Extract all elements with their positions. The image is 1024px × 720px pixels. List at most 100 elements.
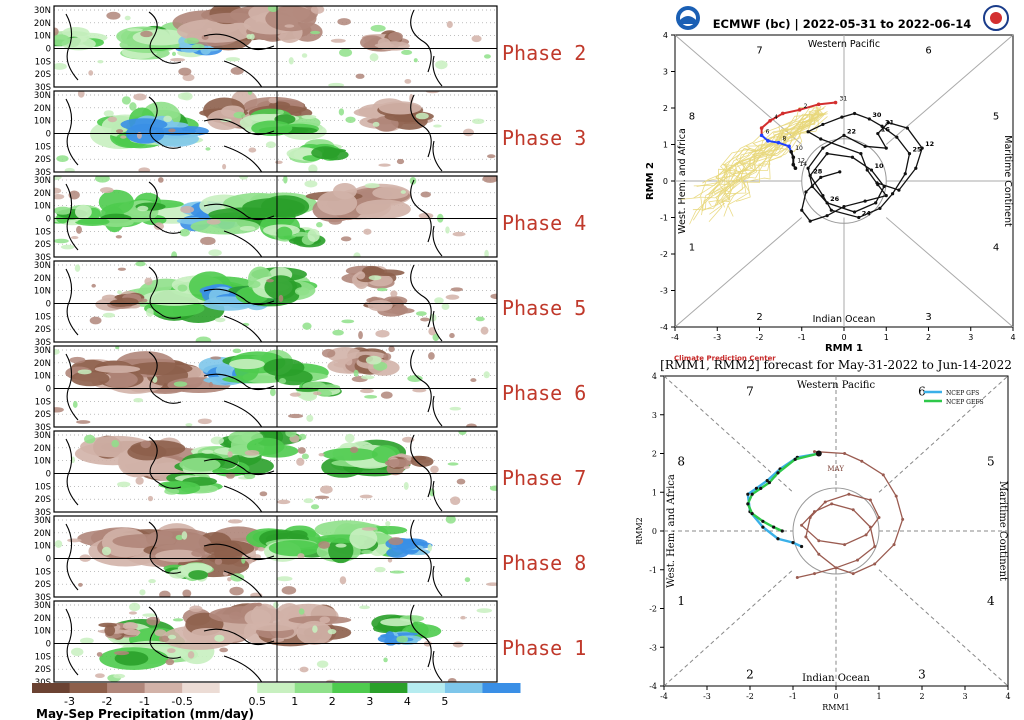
mjo-composite-maps: 30N 20N 10N 0 10S 20S 30S Phase 2 30N 20N 10N 0 10S 2… <box>32 5 586 720</box>
latitude-label: 30N <box>34 6 51 16</box>
latitude-label: 10S <box>35 652 51 662</box>
phase-divider <box>878 569 1009 687</box>
legend-label: NCEP GFS <box>946 390 979 397</box>
observed-day-label: 16 <box>881 126 891 134</box>
gfs-point <box>761 525 765 529</box>
observed-point <box>881 473 885 477</box>
forecast-mean-point <box>759 133 764 138</box>
region-label-right: Maritime Continent <box>997 481 1008 581</box>
gefs-point <box>759 486 763 490</box>
forecast-mean-segment <box>799 103 819 111</box>
y-tick-label: 4 <box>663 31 668 40</box>
observed-point <box>886 121 890 125</box>
observed-point <box>884 146 888 150</box>
gefs-point <box>776 471 780 475</box>
colorbar-tick-label: -1 <box>139 695 150 708</box>
phase-label: Phase 2 <box>502 41 586 65</box>
observed-point <box>840 115 844 119</box>
y-tick-label: -2 <box>649 605 657 614</box>
latitude-label: 30S <box>35 593 51 603</box>
gefs-point <box>746 502 750 506</box>
phase-number: 6 <box>925 46 931 57</box>
latitude-label: 20N <box>34 614 51 624</box>
month-label: MAY <box>827 465 844 473</box>
start-marker <box>815 450 822 457</box>
latitude-label: 20S <box>35 495 51 505</box>
observed-point <box>842 204 846 209</box>
observed-point <box>843 543 847 547</box>
legend: NCEP GFS NCEP GEFS <box>924 390 984 406</box>
phase-number: 5 <box>987 454 995 468</box>
gefs-point <box>767 480 771 485</box>
colorbar-segment <box>257 683 296 693</box>
y-axis-label: RMM 2 <box>645 162 656 200</box>
gefs-point <box>793 457 797 461</box>
region-label-bottom: Indian Ocean <box>802 673 870 684</box>
observed-point <box>914 166 918 170</box>
observed-point <box>800 208 804 212</box>
observed-point <box>869 168 874 172</box>
observed-point <box>907 152 912 156</box>
forecast-mean-point <box>787 144 791 149</box>
colorbar-segment <box>332 683 371 693</box>
observed-point <box>838 170 842 174</box>
phase-divider <box>674 217 803 328</box>
map-frame <box>53 90 498 173</box>
observed-point <box>851 508 855 512</box>
latitude-label: 20S <box>35 665 51 675</box>
observed-day-label: 31 <box>885 118 895 126</box>
observed-series-line <box>797 450 904 579</box>
colorbar-tick-label: 3 <box>366 695 373 708</box>
phase-number: 7 <box>756 46 762 57</box>
forecast-mean-point <box>791 162 796 167</box>
observed-point <box>829 208 833 212</box>
phase-label: Phase 3 <box>502 126 586 150</box>
observed-point <box>856 558 859 562</box>
latitude-label: 10S <box>35 227 51 237</box>
forecast-day-label: 6 <box>766 128 770 135</box>
latitude-label: 20S <box>35 325 51 335</box>
observed-point <box>860 459 864 463</box>
observed-point <box>876 131 880 136</box>
colorbar-segment <box>219 683 258 693</box>
map-frame <box>53 5 498 88</box>
forecast-mean-segment <box>782 108 800 115</box>
colorbar-segment <box>144 683 183 693</box>
nws-logo <box>983 5 1009 31</box>
precip-field <box>54 601 497 682</box>
observed-point <box>804 535 808 539</box>
observed-point <box>813 572 816 576</box>
observed-point <box>813 510 816 514</box>
phase-number: 8 <box>677 454 685 468</box>
gfs-point <box>765 479 769 483</box>
observed-point <box>806 166 810 170</box>
y-tick-label: -3 <box>660 287 668 296</box>
cpc-header: Climate Prediction Center <box>674 354 776 362</box>
ensemble-member-line <box>689 109 821 225</box>
map-frame <box>53 345 498 428</box>
observed-point <box>850 155 855 159</box>
x-tick-label: 0 <box>841 333 846 342</box>
ensemble-member-line <box>708 112 827 207</box>
observed-point <box>882 184 886 189</box>
map-panels: 30N 20N 10N 0 10S 20S 30S Phase 2 30N 20N 10N 0 10S 2… <box>34 5 586 688</box>
latitude-label: 10N <box>34 287 51 297</box>
map-frame <box>53 175 498 258</box>
plot-area: -4 -3 -2 -1 0 1 2 3 4 -4 -3 -2 -1 0 1 2 3 4 RMM1 RMM2 Wester… <box>635 372 1011 712</box>
latitude-label: 0 <box>46 640 51 650</box>
observed-point <box>897 188 901 192</box>
colorbar-tick-label: 5 <box>441 695 448 708</box>
y-tick-label: 0 <box>663 177 668 186</box>
cpc-rmm-diagram: Climate Prediction Center [RMM1, RMM2] f… <box>635 354 1012 712</box>
phase-label: Phase 5 <box>502 296 586 320</box>
latitude-label: 10N <box>34 542 51 552</box>
forecast-day-label: 12 <box>797 158 805 165</box>
observed-point <box>806 130 810 134</box>
gefs-point <box>750 511 754 516</box>
phase-number: 1 <box>677 594 685 608</box>
forecast-mean-point <box>776 140 781 145</box>
latitude-label: 0 <box>46 130 51 140</box>
x-tick-label: 4 <box>1010 333 1015 342</box>
map-frame <box>53 600 498 683</box>
observed-point <box>884 194 888 198</box>
